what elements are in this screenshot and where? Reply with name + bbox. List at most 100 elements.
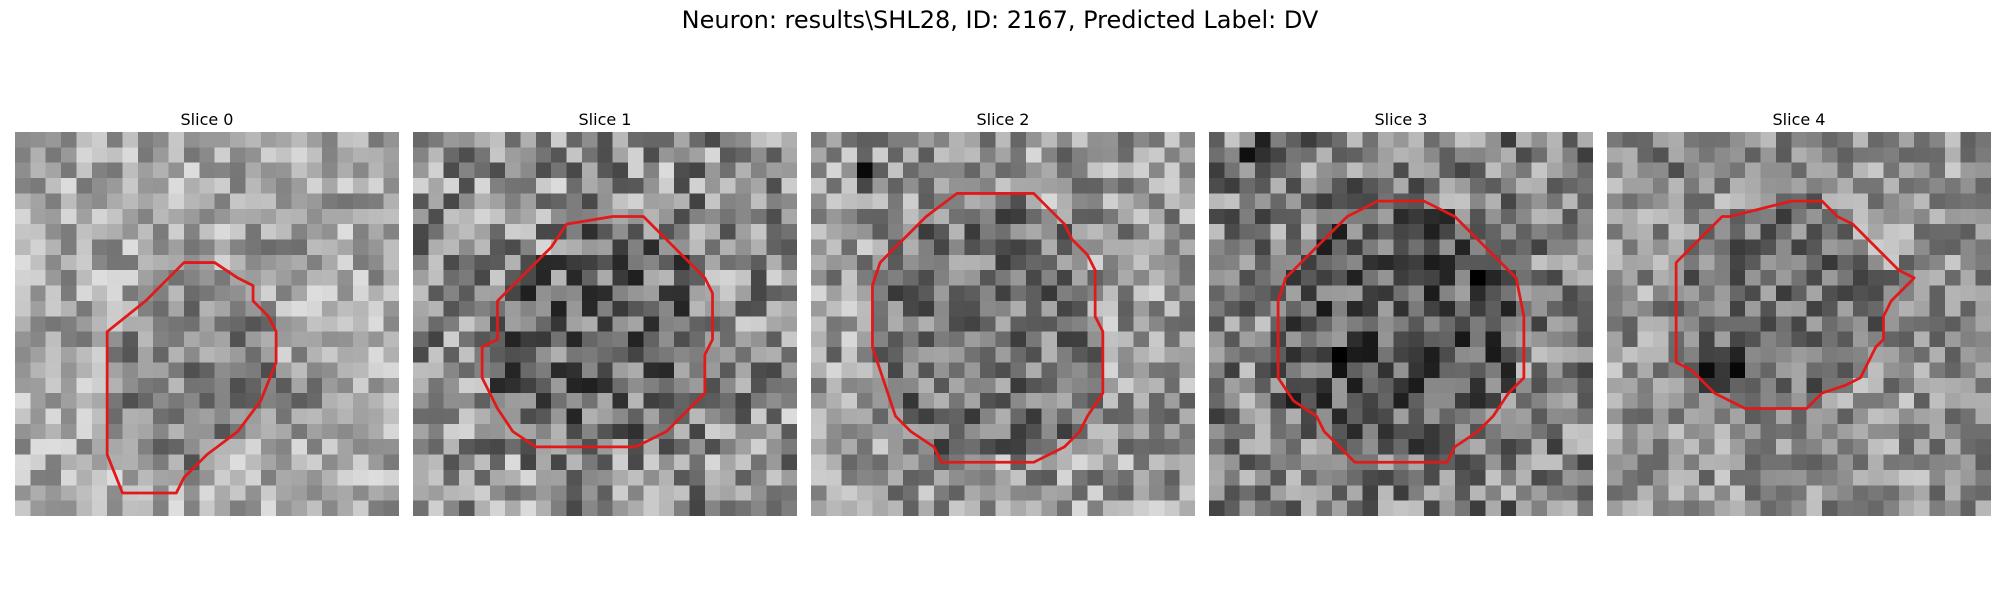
pixel xyxy=(628,286,644,302)
pixel xyxy=(826,178,842,194)
pixel xyxy=(872,455,888,471)
pixel xyxy=(1301,147,1317,163)
pixel xyxy=(368,393,384,409)
pixel xyxy=(782,163,797,179)
pixel xyxy=(1470,485,1486,501)
pixel xyxy=(1562,439,1578,455)
pixel xyxy=(995,316,1011,332)
pixel xyxy=(613,485,629,501)
pixel xyxy=(92,178,108,194)
pixel xyxy=(782,316,797,332)
pixel xyxy=(1791,485,1807,501)
pixel xyxy=(307,301,323,317)
pixel xyxy=(1653,255,1669,271)
pixel xyxy=(705,193,721,209)
pixel xyxy=(1578,347,1593,363)
pixel xyxy=(230,301,246,317)
pixel xyxy=(888,347,904,363)
pixel xyxy=(1011,178,1027,194)
pixel xyxy=(1041,485,1057,501)
pixel xyxy=(1118,224,1134,240)
pixel xyxy=(474,224,490,240)
pixel xyxy=(1930,347,1946,363)
pixel xyxy=(751,209,767,225)
pixel xyxy=(307,132,323,148)
pixel xyxy=(1807,224,1823,240)
pixel xyxy=(1930,270,1946,286)
pixel xyxy=(751,240,767,256)
pixel xyxy=(1026,378,1042,394)
pixel xyxy=(46,163,62,179)
pixel xyxy=(215,240,231,256)
pixel xyxy=(766,424,782,440)
pixel xyxy=(322,485,338,501)
pixel xyxy=(1455,147,1471,163)
pixel xyxy=(643,378,659,394)
pixel xyxy=(1761,240,1777,256)
pixel xyxy=(1103,147,1119,163)
pixel xyxy=(1699,193,1715,209)
pixel xyxy=(1607,393,1623,409)
pixel xyxy=(980,270,996,286)
pixel xyxy=(628,408,644,424)
pixel xyxy=(736,178,752,194)
pixel xyxy=(184,209,200,225)
pixel xyxy=(184,163,200,179)
pixel xyxy=(826,485,842,501)
slice-title-3: Slice 3 xyxy=(1209,108,1593,132)
pixel xyxy=(153,347,169,363)
pixel xyxy=(811,408,827,424)
pixel xyxy=(1668,224,1684,240)
pixel xyxy=(215,332,231,348)
pixel xyxy=(1255,255,1271,271)
pixel xyxy=(353,470,369,486)
pixel xyxy=(919,501,935,516)
pixel xyxy=(782,332,797,348)
pixel xyxy=(1409,408,1425,424)
pixel xyxy=(92,209,108,225)
pixel xyxy=(826,147,842,163)
pixel xyxy=(1240,301,1256,317)
pixel xyxy=(1378,485,1394,501)
pixel xyxy=(965,301,981,317)
pixel xyxy=(490,362,506,378)
pixel xyxy=(322,439,338,455)
pixel xyxy=(1317,132,1333,148)
pixel xyxy=(826,470,842,486)
pixel xyxy=(338,255,354,271)
pixel xyxy=(1180,163,1195,179)
pixel xyxy=(322,316,338,332)
pixel xyxy=(123,332,139,348)
pixel xyxy=(1699,362,1715,378)
pixel xyxy=(811,286,827,302)
pixel xyxy=(384,163,399,179)
pixel xyxy=(1347,501,1363,516)
pixel xyxy=(1883,316,1899,332)
pixel xyxy=(1378,224,1394,240)
pixel xyxy=(1868,485,1884,501)
pixel xyxy=(428,455,444,471)
pixel xyxy=(628,147,644,163)
pixel xyxy=(46,301,62,317)
pixel xyxy=(536,393,552,409)
pixel xyxy=(1118,193,1134,209)
pixel xyxy=(949,501,965,516)
pixel xyxy=(1164,378,1180,394)
pixel xyxy=(1363,240,1379,256)
pixel xyxy=(153,163,169,179)
pixel xyxy=(949,393,965,409)
pixel xyxy=(384,347,399,363)
pixel xyxy=(444,378,460,394)
pixel xyxy=(782,362,797,378)
pixel xyxy=(1011,470,1027,486)
pixel xyxy=(123,501,139,516)
pixel xyxy=(567,393,583,409)
pixel xyxy=(428,132,444,148)
pixel xyxy=(1653,240,1669,256)
pixel xyxy=(521,316,537,332)
pixel xyxy=(428,362,444,378)
pixel xyxy=(291,178,307,194)
pixel xyxy=(138,455,154,471)
pixel xyxy=(30,408,46,424)
pixel xyxy=(1439,178,1455,194)
